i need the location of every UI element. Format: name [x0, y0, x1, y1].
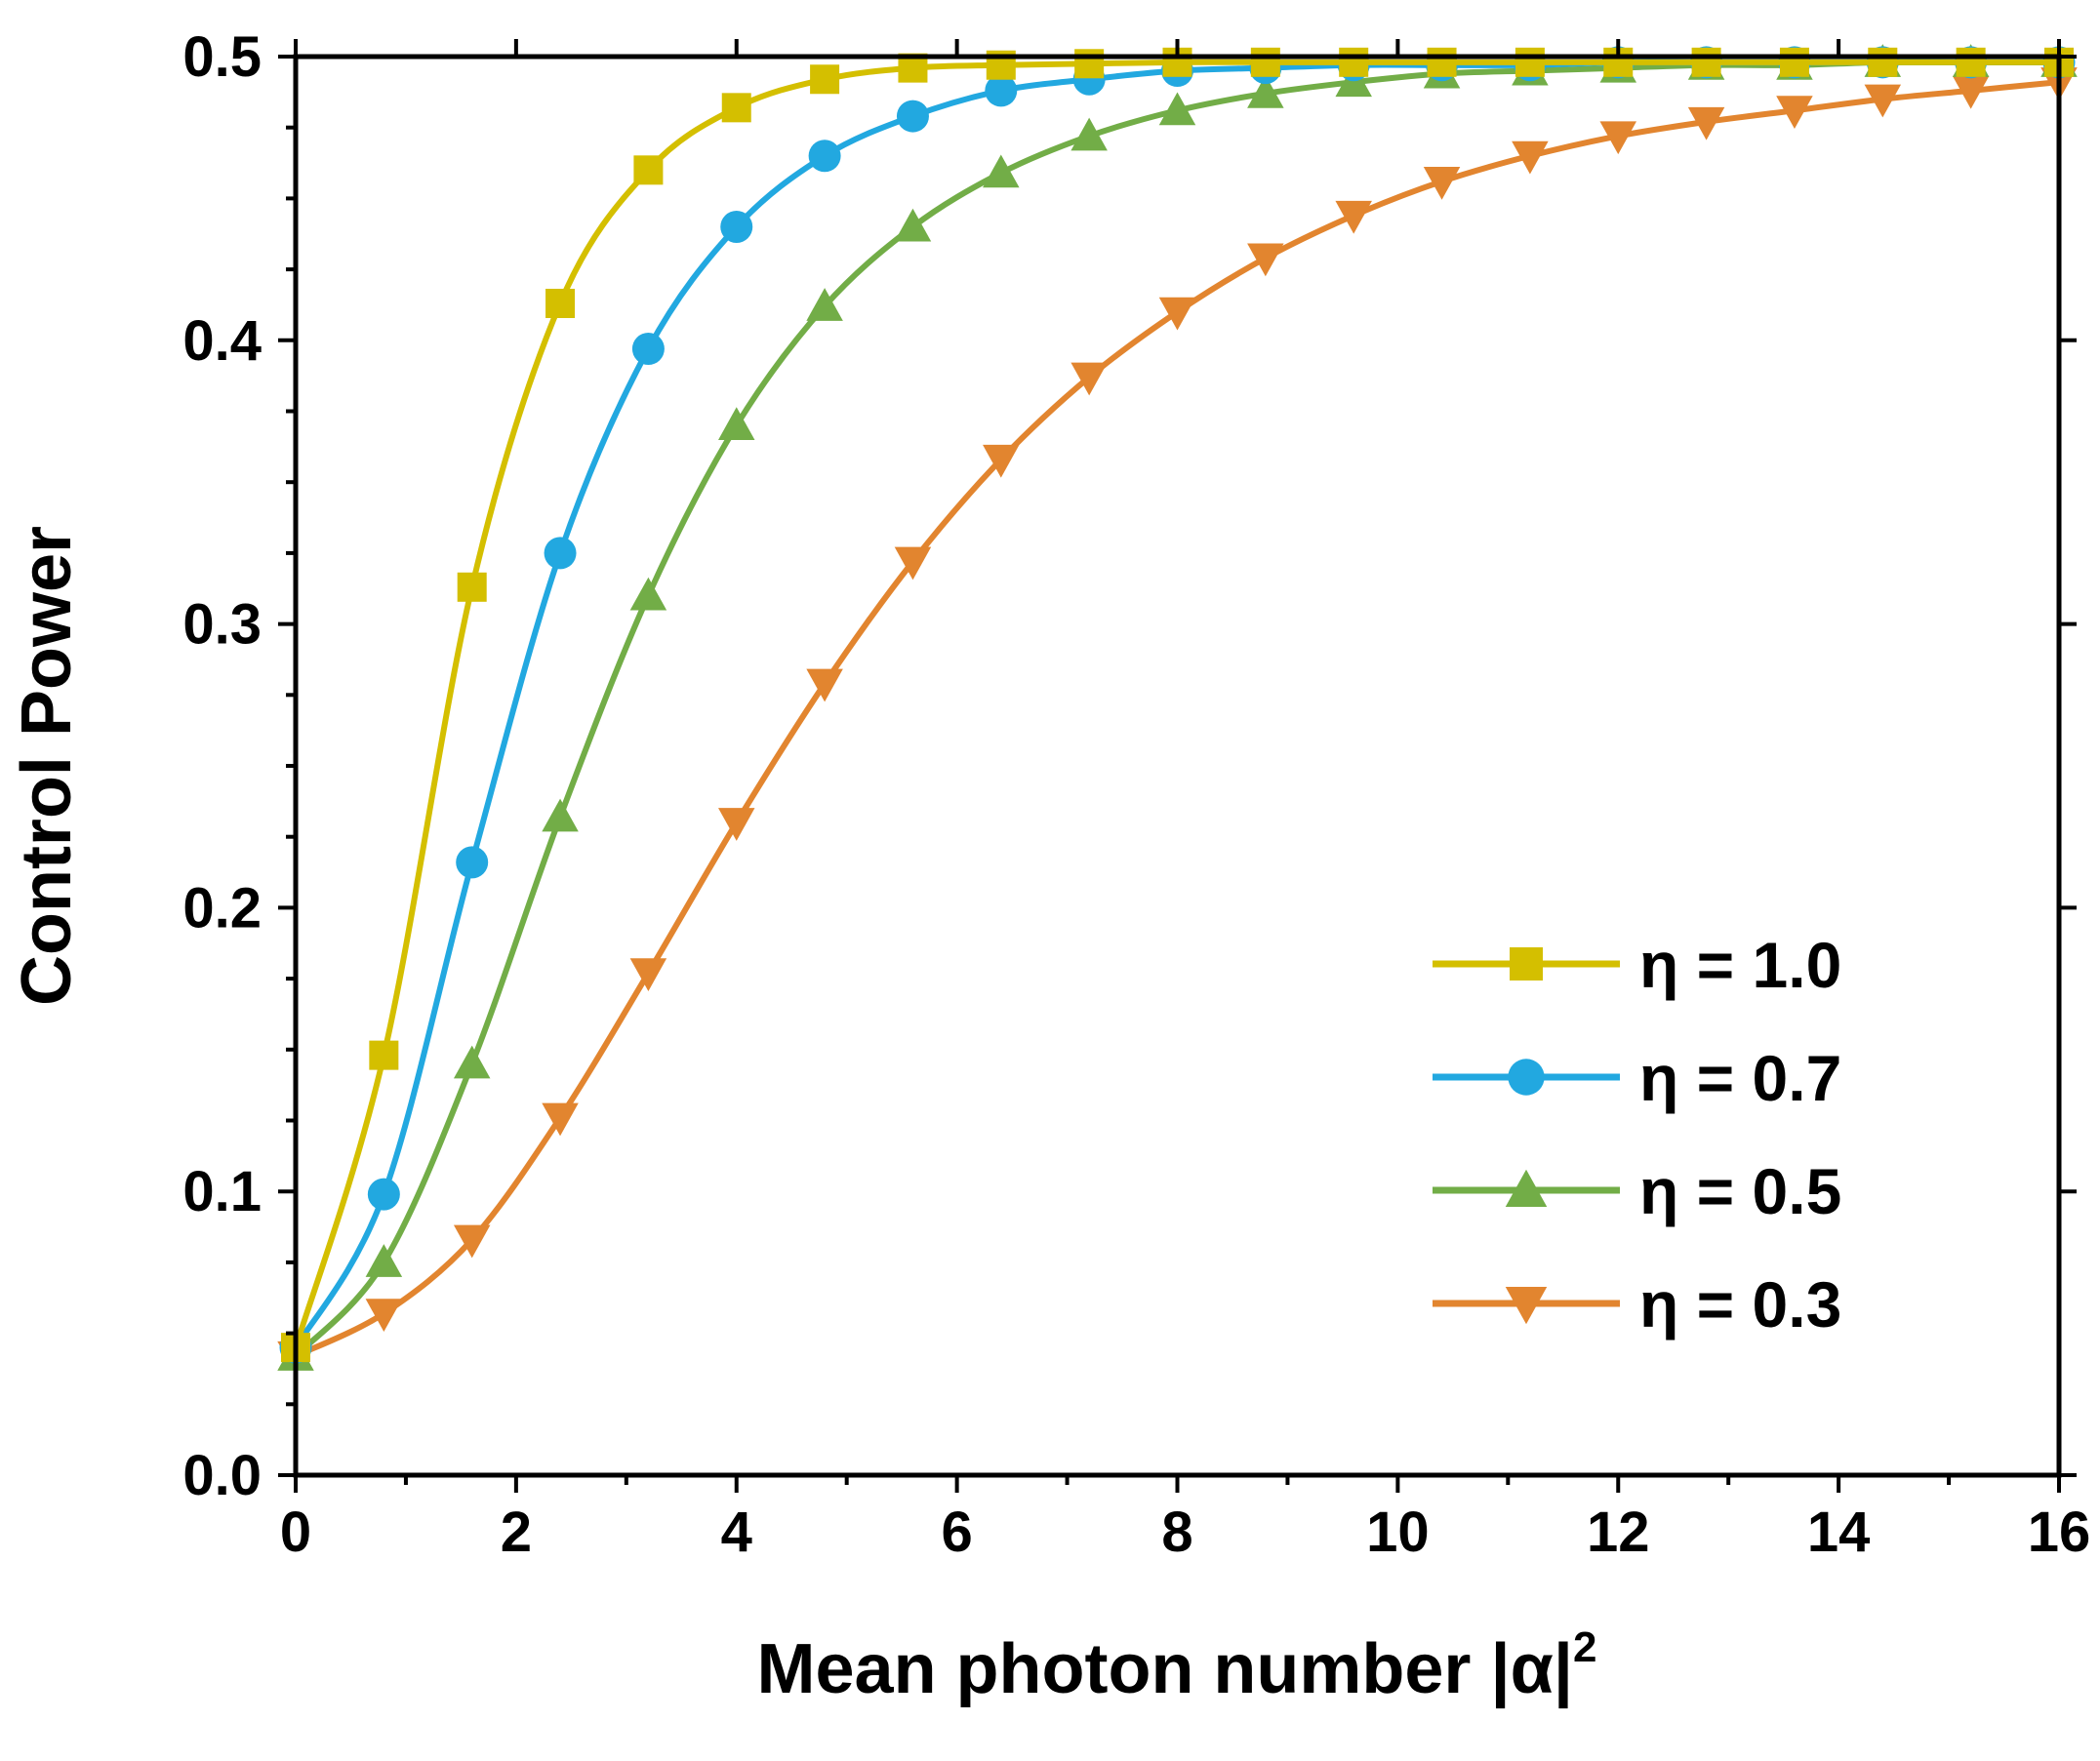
x-tick-label: 2: [501, 1501, 532, 1564]
x-tick-label: 4: [721, 1501, 752, 1564]
data-point: [806, 288, 843, 321]
legend-marker: [1505, 1169, 1548, 1207]
data-point: [1427, 47, 1457, 77]
data-point: [894, 546, 932, 580]
data-point: [1158, 297, 1196, 331]
data-point: [457, 572, 487, 602]
data-point: [542, 1102, 579, 1137]
legend-marker: [1505, 1287, 1548, 1325]
data-point: [633, 155, 664, 185]
data-point: [1070, 117, 1108, 151]
data-point: [983, 154, 1020, 188]
data-point: [1599, 121, 1636, 155]
data-point: [808, 140, 841, 173]
data-point: [1868, 47, 1898, 77]
data-point: [544, 537, 577, 570]
data-point: [1691, 47, 1721, 77]
data-point: [629, 577, 667, 611]
data-point: [896, 100, 929, 133]
data-point: [985, 74, 1018, 107]
legend-entry: η = 0.5: [1433, 1155, 1841, 1227]
y-tick-label: 0.2: [182, 876, 262, 940]
data-point: [1335, 200, 1372, 234]
y-tick-label: 0.1: [182, 1160, 262, 1223]
legend-marker: [1508, 1059, 1545, 1096]
data-point: [1952, 75, 1990, 109]
data-point: [369, 1040, 399, 1070]
x-tick-label: 8: [1161, 1501, 1192, 1564]
data-point: [1687, 106, 1725, 140]
x-tick-label: 6: [941, 1501, 972, 1564]
legend-label: η = 1.0: [1639, 929, 1841, 1001]
legend-label: η = 0.7: [1639, 1042, 1841, 1114]
legend-marker: [1510, 947, 1543, 981]
x-tick-label: 12: [1587, 1501, 1650, 1564]
data-point: [721, 93, 751, 123]
data-point: [718, 808, 755, 841]
data-point: [1158, 92, 1196, 126]
data-point: [1247, 243, 1284, 277]
y-tick-label: 0.4: [182, 309, 262, 373]
legend-entry: η = 0.7: [1433, 1042, 1841, 1114]
data-point: [810, 64, 840, 95]
legend: η = 1.0 η = 0.7 η = 0.5 η = 0.3: [1433, 929, 1841, 1341]
data-point: [1512, 140, 1549, 175]
y-axis-title: Control Power: [8, 526, 86, 1006]
legend-entry: η = 0.3: [1433, 1268, 1841, 1341]
legend-label: η = 0.5: [1639, 1155, 1841, 1227]
data-point: [1070, 362, 1108, 396]
data-point: [1956, 47, 1986, 77]
legend-label: η = 0.3: [1639, 1268, 1841, 1341]
data-point: [365, 1299, 403, 1332]
data-point: [453, 1224, 491, 1259]
x-tick-label: 0: [280, 1501, 311, 1564]
data-point: [983, 444, 1020, 478]
data-point: [1074, 49, 1105, 79]
data-point: [1779, 47, 1809, 77]
data-point: [806, 668, 843, 702]
x-axis-title-superscript: 2: [1573, 1623, 1596, 1671]
x-tick-label: 10: [1366, 1501, 1430, 1564]
data-point: [367, 1178, 400, 1211]
x-tick-label: 16: [2028, 1501, 2091, 1564]
data-point: [1339, 47, 1369, 77]
data-point: [1514, 47, 1545, 77]
data-point: [720, 210, 753, 243]
plot-frame: [293, 54, 2062, 1478]
data-point: [1776, 96, 1813, 130]
x-axis-title: Mean photon number |α|2: [757, 1623, 1597, 1708]
data-point: [629, 958, 667, 992]
data-point: [456, 846, 489, 879]
data-point: [718, 407, 755, 441]
data-point: [1423, 166, 1461, 200]
series-layer: [277, 44, 2078, 1375]
series-3: [277, 67, 2078, 1375]
data-point: [1247, 75, 1284, 108]
legend-entry: η = 1.0: [1433, 929, 1841, 1001]
axes-layer: 0 2 4 6 8 10 12 14 16 0.0 0.1 0.2 0.3 0.4 0.5: [182, 25, 2090, 1564]
data-point: [453, 1045, 491, 1079]
data-point: [894, 208, 932, 242]
y-tick-label: 0.5: [182, 25, 262, 89]
data-point: [365, 1244, 403, 1277]
y-tick-label: 0.3: [182, 593, 262, 657]
x-tick-label: 14: [1807, 1501, 1871, 1564]
data-point: [1864, 84, 1902, 118]
data-point: [1250, 47, 1280, 77]
data-point: [631, 333, 665, 366]
data-point: [545, 288, 576, 318]
y-tick-label: 0.0: [182, 1444, 262, 1507]
x-axis-title-main: Mean photon number |α|: [757, 1630, 1574, 1708]
data-point: [542, 798, 579, 832]
